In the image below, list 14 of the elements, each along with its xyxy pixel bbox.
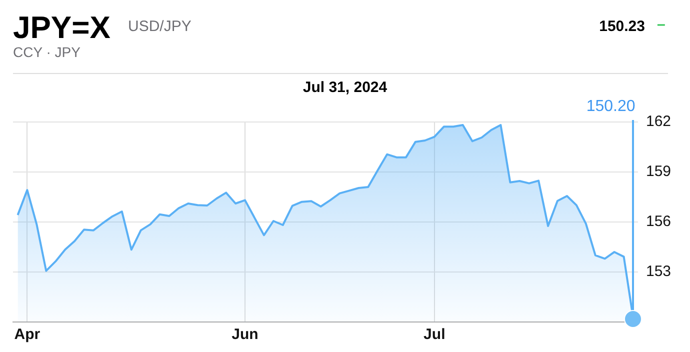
x-tick-label: Jul xyxy=(424,326,446,344)
chart-subtitle: USD/JPY xyxy=(128,18,192,35)
text: – xyxy=(657,16,666,33)
y-tick-label: 159 xyxy=(646,163,672,180)
x-tick-label: Apr xyxy=(14,326,40,344)
text: CCY · JPY xyxy=(13,44,80,60)
y-tick-label: 153 xyxy=(646,263,672,280)
text: Jul 31, 2024 xyxy=(302,79,388,96)
x-tick-label: Jun xyxy=(232,326,258,344)
chart-title: JPY=X xyxy=(13,9,110,47)
text: 150.23 xyxy=(599,18,645,35)
y-tick-label: 156 xyxy=(646,213,672,230)
text: 150.20 xyxy=(586,98,636,116)
y-tick-label: 162 xyxy=(646,113,672,130)
